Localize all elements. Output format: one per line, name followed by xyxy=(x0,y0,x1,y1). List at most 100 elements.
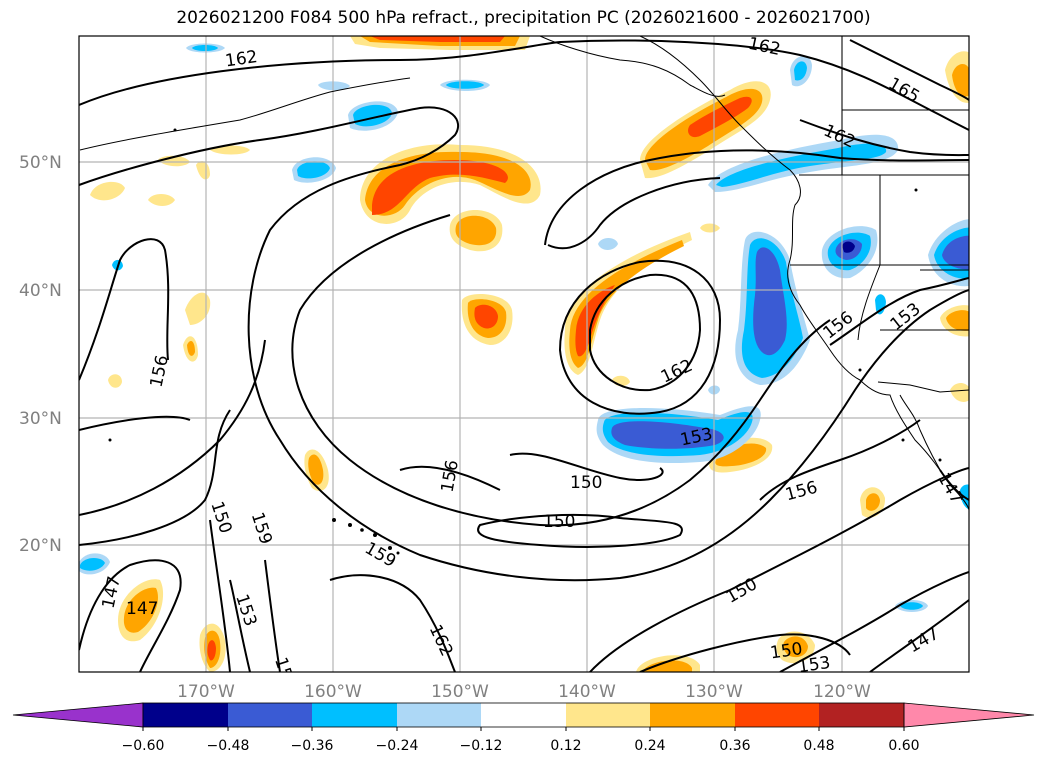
lon-label-120w: 120°W xyxy=(813,682,871,702)
lon-label-150w: 150°W xyxy=(431,682,489,702)
lat-label-50n: 50°N xyxy=(19,153,62,173)
contour-147-west xyxy=(79,415,191,431)
colorbar-segment xyxy=(228,703,312,727)
precip-anomaly-region xyxy=(372,160,508,215)
latitude-labels: 50°N 40°N 30°N 20°N xyxy=(19,153,62,556)
colorbar-segment xyxy=(819,703,904,727)
contour-147-sw-loop xyxy=(79,559,182,672)
contour-159-center xyxy=(558,259,722,415)
contour-label: 162 xyxy=(746,34,782,60)
map-frame xyxy=(78,35,970,673)
precip-anomaly-region xyxy=(946,310,969,331)
contour-156-north-loop xyxy=(547,177,721,250)
precip-anomaly-region xyxy=(950,383,969,402)
contour-150-sw xyxy=(79,409,231,546)
precip-anomaly-region xyxy=(900,602,923,610)
refractivity-contours xyxy=(79,39,969,672)
colorbar-tick-label: 0.36 xyxy=(719,738,750,754)
colorbar-extend-min xyxy=(12,702,144,728)
lon-label-140w: 140°W xyxy=(558,682,616,702)
colorbar-tick-label: −0.48 xyxy=(207,738,250,754)
colorbar-segment xyxy=(143,703,228,727)
contour-label: 153 xyxy=(797,653,832,677)
precip-anomaly-region xyxy=(842,241,855,253)
precip-anomaly-region xyxy=(207,640,216,661)
contour-150-loop xyxy=(477,513,683,548)
alaska-coastline xyxy=(539,36,726,97)
precip-anomaly-region xyxy=(370,36,505,42)
colorbar-tick-label: −0.24 xyxy=(376,738,419,754)
contour-153-sw xyxy=(229,579,251,672)
colorbar: −0.60 −0.48 −0.36 −0.24 −0.12 0.12 0.24 … xyxy=(12,702,1035,754)
precip-anomaly-region xyxy=(210,145,250,155)
precip-anomaly-region xyxy=(716,143,887,187)
contour-159-west xyxy=(79,106,460,186)
small-islands xyxy=(108,128,942,555)
colorbar-extend-max xyxy=(903,702,1035,728)
aleutian-islands xyxy=(79,77,411,151)
precip-anomaly-region xyxy=(108,374,122,388)
map-title: 2026021200 F084 500 hPa refract., precip… xyxy=(176,8,871,28)
colorbar-tick-label: −0.12 xyxy=(460,738,503,754)
contour-top-ridge xyxy=(544,149,969,246)
colorbar-tick-label: 0.12 xyxy=(550,738,581,754)
colorbar-ticks xyxy=(142,727,905,731)
contour-15-south xyxy=(264,559,281,672)
precip-anomaly-region xyxy=(446,81,484,89)
precip-anomaly-region xyxy=(942,235,969,270)
precip-anomaly-region xyxy=(611,421,724,449)
precip-anomaly-region xyxy=(90,181,125,201)
precip-positive-shading xyxy=(90,36,969,672)
colorbar-segment xyxy=(481,703,566,727)
precip-anomaly-region xyxy=(474,304,498,329)
precip-anomaly-region xyxy=(866,493,880,511)
precip-anomaly-region xyxy=(688,96,752,138)
precip-anomaly-region xyxy=(123,587,158,633)
precip-anomaly-region xyxy=(318,81,350,91)
precip-anomaly-region xyxy=(187,340,195,356)
precip-anomaly-region xyxy=(715,443,767,467)
precip-anomaly-region xyxy=(455,215,497,246)
north-america-coastline xyxy=(639,36,969,511)
contour-label: 15 xyxy=(270,655,296,682)
contour-147-se xyxy=(869,599,969,672)
lat-label-20n: 20°N xyxy=(19,536,62,556)
precip-anomaly-region xyxy=(192,45,218,51)
contour-156-south xyxy=(399,465,501,491)
contour-165 xyxy=(849,39,969,101)
canada-province-border xyxy=(841,36,969,175)
colorbar-tick-label: −0.60 xyxy=(122,738,165,754)
precip-anomaly-region xyxy=(148,194,175,206)
precip-anomaly-region xyxy=(297,161,330,179)
coastlines xyxy=(79,36,969,511)
lat-label-40n: 40°N xyxy=(19,281,62,301)
contour-label: 150 xyxy=(769,639,804,663)
contour-label: 150 xyxy=(543,512,575,532)
contour-162-south xyxy=(329,574,456,672)
colorbar-segment xyxy=(312,703,397,727)
contour-156-se xyxy=(759,419,921,501)
lon-label-170w: 170°W xyxy=(177,682,235,702)
contour-label: 147 xyxy=(126,599,158,619)
colorbar-tick-label: −0.36 xyxy=(291,738,334,754)
lat-label-30n: 30°N xyxy=(19,409,62,429)
contour-162-center xyxy=(589,273,702,392)
precip-anomaly-region xyxy=(575,285,615,357)
contour-147-east xyxy=(939,469,969,501)
colorbar-segment xyxy=(566,703,650,727)
contour-label: 162 xyxy=(224,47,259,71)
precip-anomaly-region xyxy=(700,223,720,233)
precip-anomaly-region xyxy=(753,247,787,356)
colorbar-frame xyxy=(142,702,905,728)
contour-156-west xyxy=(79,238,170,381)
us-state-borders xyxy=(790,175,969,341)
colorbar-segment xyxy=(735,703,819,727)
precip-anomaly-region xyxy=(642,660,692,672)
contour-153-se xyxy=(779,571,969,672)
precip-anomaly-region xyxy=(794,61,807,81)
precip-anomaly-region xyxy=(185,292,211,325)
contour-150-bottom xyxy=(639,633,851,672)
colorbar-segment xyxy=(397,703,481,727)
contour-162-ne xyxy=(799,119,969,157)
precip-anomaly-region xyxy=(783,636,808,658)
